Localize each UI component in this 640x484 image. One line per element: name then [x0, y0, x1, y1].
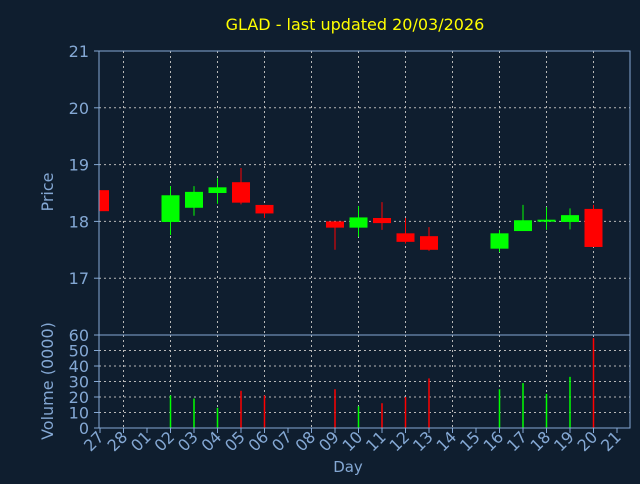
candle-body: [232, 182, 250, 203]
candle-body: [514, 220, 532, 232]
candle-body: [255, 204, 274, 214]
axes: 1718192021010203040506027280102030405060…: [69, 42, 631, 455]
candle-body: [490, 233, 509, 249]
price-tick-label: 17: [69, 269, 89, 288]
volume-tick-label: 0: [79, 419, 89, 438]
candle-body: [373, 217, 391, 224]
candle-body: [161, 195, 180, 222]
candle-body: [349, 217, 368, 228]
candle-body: [537, 219, 556, 222]
price-panel-frame: [98, 50, 631, 336]
x-axis-label: Day: [333, 458, 363, 476]
price-tick-label: 18: [69, 212, 89, 231]
volume-tick-label: 30: [69, 373, 89, 392]
price-tick-label: 19: [69, 156, 89, 175]
candle-body: [100, 190, 109, 212]
price-tick-label: 21: [69, 42, 89, 61]
candle-body: [208, 187, 227, 193]
volume-axis-label: Volume (0000): [38, 322, 57, 440]
volume-tick-label: 20: [69, 388, 89, 407]
candle-body: [185, 191, 203, 208]
price-tick-label: 20: [69, 99, 89, 118]
volume-tick-label: 60: [69, 326, 89, 345]
candle-body: [561, 215, 579, 222]
candle-body: [326, 221, 344, 228]
chart-title: GLAD - last updated 20/03/2026: [226, 15, 485, 34]
chart-marks: [99, 168, 603, 428]
grid-lines: [99, 51, 630, 428]
volume-panel-frame: [98, 334, 631, 429]
volume-tick-label: 50: [69, 342, 89, 361]
price-axis-label: Price: [38, 172, 57, 211]
candle-body: [420, 236, 438, 250]
candle-body: [396, 233, 415, 242]
candle-body: [584, 208, 603, 247]
volume-tick-label: 10: [69, 404, 89, 423]
x-tick-label: 21: [597, 427, 625, 455]
volume-tick-label: 40: [69, 357, 89, 376]
